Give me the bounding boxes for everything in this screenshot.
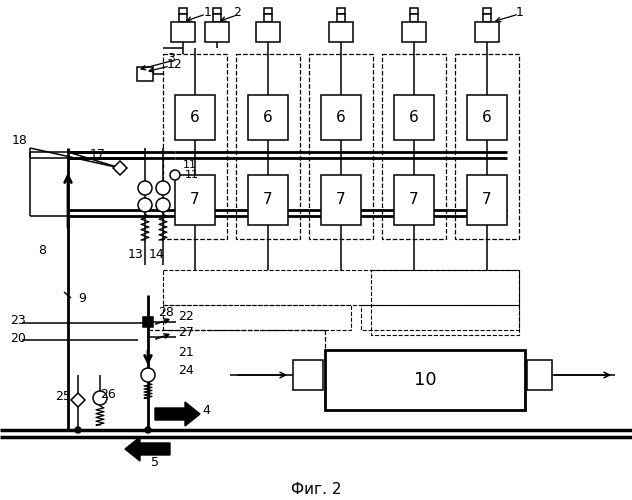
Bar	[321, 95, 361, 140]
Bar	[467, 95, 507, 140]
Circle shape	[93, 391, 107, 405]
Bar	[337, 8, 345, 14]
Text: 7: 7	[190, 192, 200, 208]
Text: 1: 1	[516, 6, 524, 18]
Text: 22: 22	[178, 310, 194, 322]
Text: 7: 7	[263, 192, 273, 208]
Text: 6: 6	[190, 110, 200, 125]
Bar	[248, 95, 288, 140]
Bar	[143, 317, 153, 327]
Bar	[321, 175, 361, 225]
Bar	[382, 54, 446, 239]
Bar	[175, 175, 215, 225]
Bar	[137, 67, 153, 81]
Bar	[329, 22, 353, 42]
Text: 26: 26	[100, 388, 116, 402]
Bar	[163, 305, 351, 330]
Text: 1: 1	[204, 6, 212, 18]
Text: 14: 14	[149, 248, 165, 262]
Bar	[205, 22, 229, 42]
Bar	[371, 270, 519, 335]
Bar	[236, 54, 300, 239]
Bar	[402, 22, 426, 42]
Circle shape	[156, 181, 170, 195]
Text: 6: 6	[482, 110, 492, 125]
Text: 13: 13	[128, 248, 144, 262]
Bar	[309, 54, 373, 239]
Text: 6: 6	[263, 110, 273, 125]
Circle shape	[138, 198, 152, 212]
Text: 8: 8	[38, 244, 46, 256]
Text: 21: 21	[178, 346, 194, 358]
Bar	[483, 8, 491, 14]
Circle shape	[156, 198, 170, 212]
Text: 3: 3	[167, 52, 175, 64]
Bar	[467, 175, 507, 225]
Polygon shape	[155, 402, 200, 426]
Text: 17: 17	[90, 148, 106, 162]
Bar	[179, 14, 187, 22]
Circle shape	[145, 427, 151, 433]
Bar	[410, 14, 418, 22]
Text: 28: 28	[158, 306, 174, 320]
Text: Фиг. 2: Фиг. 2	[291, 482, 341, 498]
Bar	[337, 14, 345, 22]
Text: 6: 6	[409, 110, 419, 125]
Bar	[248, 175, 288, 225]
Bar	[175, 95, 215, 140]
Bar	[361, 305, 519, 330]
Text: 9: 9	[78, 292, 86, 304]
Bar	[483, 14, 491, 22]
Bar	[163, 54, 227, 239]
Text: 11: 11	[185, 170, 199, 180]
Polygon shape	[125, 437, 170, 461]
Bar	[179, 8, 187, 14]
Polygon shape	[113, 161, 127, 175]
Bar	[264, 8, 272, 14]
Text: 12: 12	[167, 58, 183, 70]
Bar	[256, 22, 280, 42]
Text: 24: 24	[178, 364, 194, 376]
Bar	[410, 8, 418, 14]
Bar	[527, 360, 552, 390]
Text: 23: 23	[10, 314, 26, 328]
Text: 25: 25	[55, 390, 71, 404]
Polygon shape	[71, 393, 85, 407]
Circle shape	[138, 181, 152, 195]
Text: 27: 27	[178, 326, 194, 338]
Bar	[325, 350, 525, 410]
Text: 10: 10	[414, 371, 436, 389]
Text: 7: 7	[482, 192, 492, 208]
Bar	[475, 22, 499, 42]
Bar	[163, 270, 519, 305]
Text: 11: 11	[183, 160, 197, 170]
Bar	[264, 14, 272, 22]
Text: 2: 2	[233, 6, 241, 18]
Bar	[171, 22, 195, 42]
Text: 7: 7	[409, 192, 419, 208]
Bar	[293, 360, 323, 390]
Circle shape	[170, 170, 180, 180]
Text: 5: 5	[151, 456, 159, 469]
Text: 20: 20	[10, 332, 26, 344]
Bar	[455, 54, 519, 239]
Bar	[213, 8, 221, 14]
Circle shape	[141, 368, 155, 382]
Text: 6: 6	[336, 110, 346, 125]
Text: 4: 4	[202, 404, 210, 416]
Text: 18: 18	[12, 134, 28, 146]
Bar	[213, 14, 221, 22]
Text: 7: 7	[336, 192, 346, 208]
Bar	[394, 175, 434, 225]
Bar	[394, 95, 434, 140]
Circle shape	[75, 427, 81, 433]
